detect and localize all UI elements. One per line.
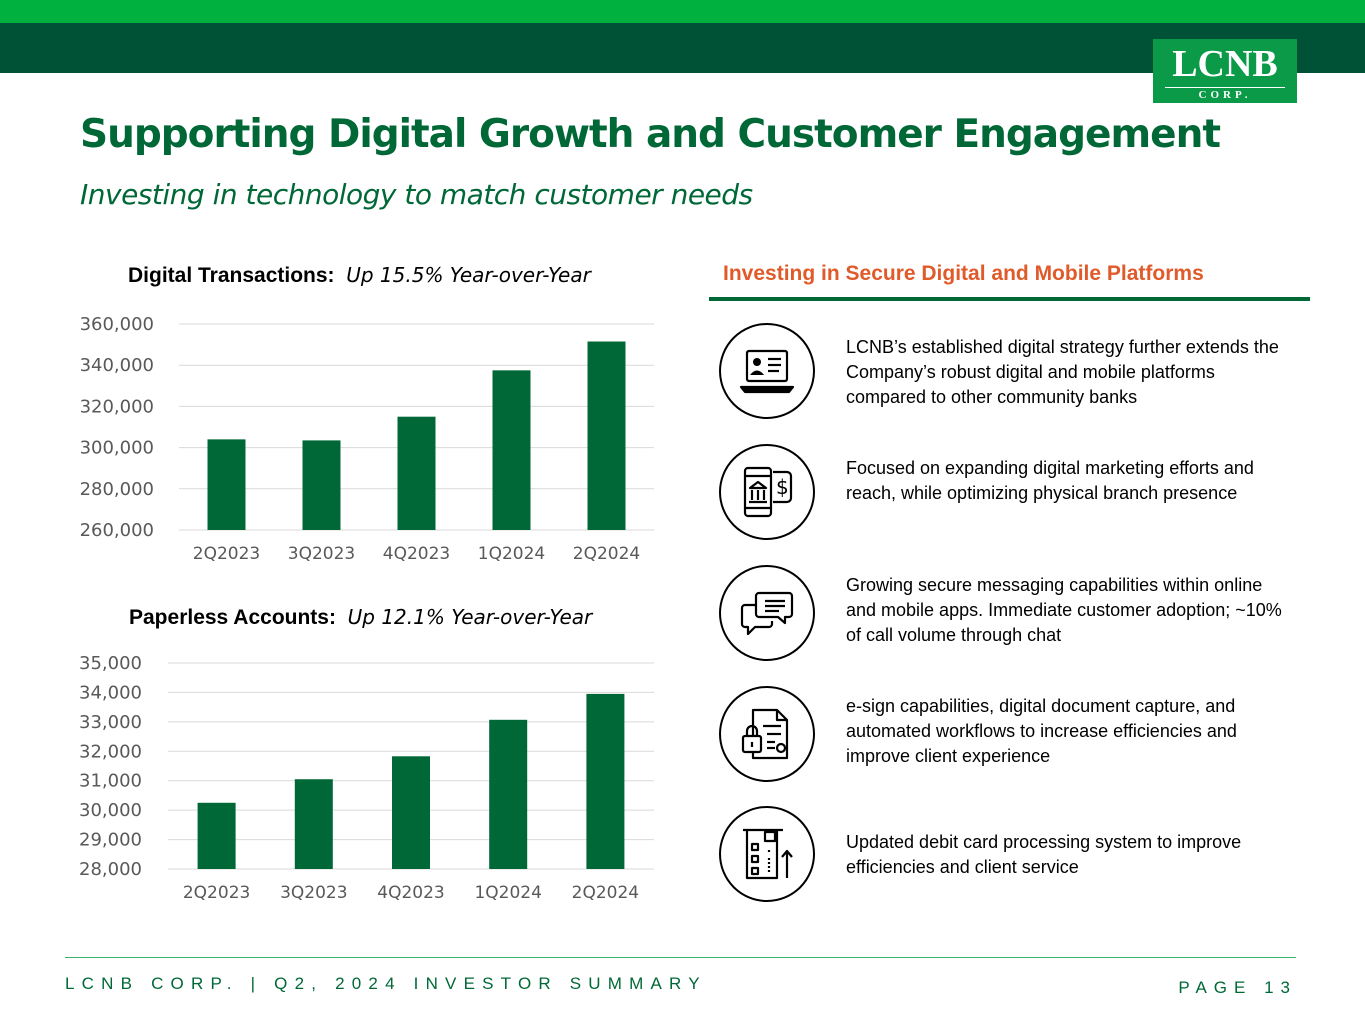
digital-chart-bar <box>492 370 531 530</box>
digital-transactions-note: Up 15.5% Year-over-Year <box>346 263 591 287</box>
lcnb-logo: LCNB CORP. <box>1153 39 1297 103</box>
digital-transactions-chart: 260,000 280,000 300,000 320,000 340,000 360,0… <box>80 314 654 564</box>
feature-text-4: e-sign capabilities, digital document ca… <box>846 696 1237 766</box>
page-subtitle: Investing in technology to match custome… <box>80 178 753 211</box>
right-panel-title: Investing in Secure Digital and Mobile P… <box>723 262 1204 285</box>
chat-bubbles-icon <box>719 565 815 661</box>
digital-chart-ytick-label: 320,000 <box>80 396 154 417</box>
digital-chart-ytick-label: 260,000 <box>80 520 154 541</box>
paperless-chart-bar <box>392 756 430 869</box>
digital-chart-ytick-label: 360,000 <box>80 314 154 335</box>
right-panel-rule <box>709 297 1310 301</box>
paperless-chart-ytick-label: 28,000 <box>79 859 142 880</box>
top-accent-bar <box>0 0 1365 23</box>
digital-chart-ytick-label: 340,000 <box>80 355 154 376</box>
paperless-chart-ytick-label: 30,000 <box>79 800 142 821</box>
paperless-accounts-heading: Paperless Accounts: Up 12.1% Year-over-Y… <box>129 605 592 630</box>
digital-transactions-label: Digital Transactions: <box>128 264 335 287</box>
paperless-chart-xtick-label: 2Q2023 <box>183 883 250 903</box>
logo-main-text: LCNB <box>1172 43 1278 85</box>
svg-text:$: $ <box>776 475 789 499</box>
feature-text-5: Updated debit card processing system to … <box>846 832 1242 877</box>
digital-chart-ytick-label: 300,000 <box>80 438 154 459</box>
paperless-chart-ytick-label: 35,000 <box>79 653 142 674</box>
paperless-accounts-note: Up 12.1% Year-over-Year <box>347 605 593 629</box>
logo-sub-text: CORP. <box>1198 89 1252 101</box>
digital-chart-xtick-label: 1Q2024 <box>478 544 545 564</box>
paperless-chart-bar <box>197 802 236 869</box>
paperless-chart-ytick-label: 31,000 <box>79 771 142 792</box>
page-number: PAGE 13 <box>1178 978 1297 997</box>
digital-chart-xtick-label: 3Q2023 <box>288 544 355 564</box>
logo-rule <box>1165 87 1285 88</box>
digital-chart-bar <box>207 439 246 530</box>
paperless-chart-bar <box>294 779 333 869</box>
paperless-accounts-label: Paperless Accounts: <box>129 606 336 629</box>
laptop-profile-icon <box>719 323 815 419</box>
paperless-chart-xtick-label: 3Q2023 <box>280 883 347 903</box>
page-title: Supporting Digital Growth and Customer E… <box>80 112 1221 157</box>
digital-chart-bar <box>397 416 436 530</box>
digital-chart-bar <box>587 341 626 530</box>
paperless-chart-xtick-label: 1Q2024 <box>474 883 541 903</box>
paperless-chart-xtick-label: 2Q2024 <box>572 883 639 903</box>
paperless-chart-xtick-label: 4Q2023 <box>377 883 444 903</box>
top-header-bar <box>0 23 1365 73</box>
card-processing-icon <box>719 806 815 902</box>
digital-chart-bar <box>302 440 341 530</box>
secure-document-icon <box>719 686 815 782</box>
digital-chart-xtick-label: 2Q2024 <box>573 544 640 564</box>
mobile-banking-icon: $ <box>719 444 815 540</box>
paperless-accounts-chart: 28,000 29,000 30,000 31,000 32,000 33,000 34,0… <box>79 653 654 903</box>
paperless-chart-ytick-label: 29,000 <box>79 830 142 851</box>
paperless-chart-ytick-label: 33,000 <box>79 712 142 733</box>
footer-rule <box>65 957 1296 958</box>
digital-transactions-heading: Digital Transactions: Up 15.5% Year-over… <box>128 263 591 288</box>
paperless-chart-ytick-label: 32,000 <box>79 741 142 762</box>
paperless-chart-bar <box>489 719 528 869</box>
digital-chart-xtick-label: 4Q2023 <box>383 544 450 564</box>
paperless-chart-bar <box>586 693 625 869</box>
feature-text-3: Growing secure messaging capabilities wi… <box>846 575 1282 645</box>
feature-text-2: Focused on expanding digital marketing e… <box>846 458 1254 503</box>
paperless-chart-ytick-label: 34,000 <box>79 682 142 703</box>
feature-text-1: LCNB’s established digital strategy furt… <box>846 337 1279 407</box>
footer-title: LCNB CORP. | Q2, 2024 INVESTOR SUMMARY <box>65 974 707 993</box>
digital-chart-ytick-label: 280,000 <box>80 479 154 500</box>
digital-chart-xtick-label: 2Q2023 <box>193 544 260 564</box>
